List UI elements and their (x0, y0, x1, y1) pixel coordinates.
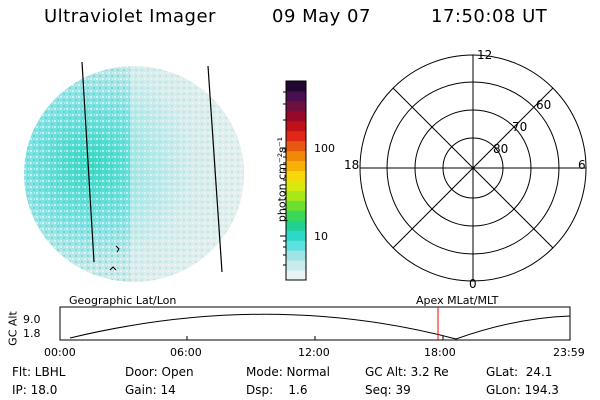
colorbar-cell (286, 180, 306, 191)
colorbar-cell (286, 130, 306, 142)
time-tick-1200: 12:00 (298, 346, 330, 359)
mlat-label-80: 80 (493, 142, 509, 156)
colorbar-cell (286, 230, 306, 241)
colorbar-cell (286, 210, 306, 221)
colorbar-cell (286, 140, 306, 152)
mlat-label-60: 60 (536, 98, 552, 112)
colorbar-cell (286, 110, 306, 122)
colorbar-cell (286, 270, 306, 281)
colorbar-cell (286, 250, 306, 261)
colorbar-cell (286, 190, 306, 201)
colorbar-cell (286, 240, 306, 251)
coastline-mark (109, 266, 117, 271)
mlt-label-12: 12 (477, 48, 493, 62)
seq-value: Seq: 39 (365, 383, 411, 397)
mlt-label-18: 18 (344, 158, 360, 172)
terminator-line-right (207, 65, 223, 273)
coastline-mark (115, 245, 120, 253)
colorbar-cell (286, 150, 306, 162)
mlat-label-70: 70 (512, 120, 528, 134)
instrument-title: Ultraviolet Imager (44, 6, 216, 27)
colorbar-tick-10: 10 (314, 230, 328, 243)
colorbar-cell (286, 160, 306, 172)
colorbar-cell (286, 220, 306, 231)
filter-value: Flt: LBHL (12, 365, 66, 379)
colorbar-cell (286, 100, 306, 112)
colorbar-cell (286, 170, 306, 181)
geographic-label: Geographic Lat/Lon (69, 294, 177, 307)
mlt-label-6: 6 (578, 158, 586, 172)
terminator-line-left (81, 61, 95, 263)
colorbar-cell (286, 81, 306, 92)
colorbar-cell (286, 260, 306, 271)
glon-value: GLon: 194.3 (486, 383, 559, 397)
time-tick-0000: 00:00 (44, 346, 76, 359)
time-tick-2359: 23:59 (553, 346, 585, 359)
time-tick-1800: 18:00 (424, 346, 456, 359)
colorbar-cell (286, 120, 306, 132)
observation-date: 09 May 07 (272, 6, 371, 27)
observation-time: 17:50:08 UT (431, 6, 548, 27)
mlt-label-0: 0 (469, 277, 477, 291)
glat-value: GLat: 24.1 (486, 365, 553, 379)
gc-alt-value: GC Alt: 3.2 Re (365, 365, 449, 379)
alt-tick-1-8: 1.8 (23, 327, 41, 340)
mode-value: Mode: Normal (246, 365, 330, 379)
apex-label: Apex MLat/MLT (416, 294, 499, 307)
colorbar-tick-100: 100 (314, 142, 335, 155)
ip-value: IP: 18.0 (12, 383, 58, 397)
door-value: Door: Open (125, 365, 194, 379)
time-tick-0600: 06:00 (170, 346, 202, 359)
gain-value: Gain: 14 (125, 383, 176, 397)
colorbar-cell (286, 200, 306, 211)
alt-tick-9: 9.0 (23, 313, 41, 326)
colorbar-cell (286, 90, 306, 102)
dsp-value: Dsp: 1.6 (246, 383, 308, 397)
altitude-curve (69, 313, 571, 340)
